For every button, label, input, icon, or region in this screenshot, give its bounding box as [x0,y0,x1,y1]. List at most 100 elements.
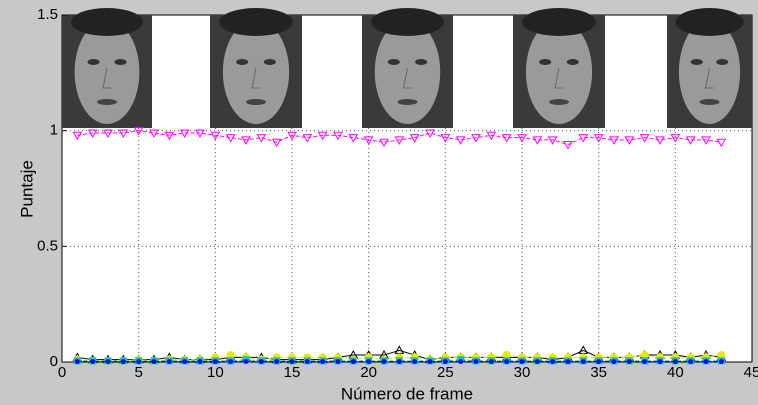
marker [624,136,635,145]
face [525,20,593,124]
marker [289,359,295,365]
eye [114,59,127,65]
marker [718,359,724,365]
hair [522,8,596,36]
marker [74,359,80,365]
marker [210,131,221,141]
marker [241,136,251,145]
marker [672,359,678,365]
marker [611,359,617,365]
marker [488,359,494,365]
marker [72,131,83,141]
marker [164,131,175,141]
marker [348,134,359,143]
marker [87,129,98,138]
marker [225,134,236,143]
marker [626,359,632,365]
marker [381,359,387,365]
mouth [549,99,569,105]
marker [504,359,510,365]
x-tick-label: 40 [667,364,684,381]
marker [547,136,558,145]
marker [396,359,402,365]
hair [219,8,293,36]
y-tick-label: 0 [50,353,58,370]
marker [655,136,665,145]
x-tick-label: 15 [284,364,301,381]
marker [363,136,374,145]
marker [703,359,709,365]
marker [302,134,313,143]
x-tick-label: 25 [437,364,454,381]
marker [455,136,466,145]
hair [371,8,444,36]
series-line [77,130,722,146]
marker [565,359,571,365]
marker [642,359,648,365]
face [678,20,741,124]
eye [566,59,579,65]
x-tick-label: 30 [514,364,531,381]
nose [102,67,111,89]
eye [87,59,100,65]
face [222,20,290,124]
y-tick-label: 1 [50,122,58,139]
marker [287,131,297,141]
nose [251,67,260,89]
marker [688,359,694,365]
marker [442,359,448,365]
marker [90,359,96,365]
y-tick-label: 0.5 [37,237,58,254]
marker [105,359,111,365]
marker [335,359,341,365]
marker [317,131,328,141]
marker [333,131,343,141]
marker [182,359,188,365]
marker [532,136,543,145]
marker [517,134,527,143]
marker [473,359,479,365]
marker [195,129,205,138]
face-images [62,8,752,128]
face [374,20,441,124]
marker [350,359,356,365]
nose [554,67,563,89]
marker [563,141,573,150]
mouth [246,99,266,105]
marker [458,359,464,365]
eye [415,59,428,65]
marker [166,359,172,365]
mouth [97,99,117,105]
marker [578,134,589,143]
marker [212,359,218,365]
marker [103,129,113,138]
y-axis-label: Puntaje [17,160,36,218]
x-tick-label: 45 [744,364,758,381]
marker [304,359,310,365]
marker [425,129,435,138]
marker [394,136,405,145]
marker [519,359,525,365]
marker [550,359,556,365]
marker [701,136,711,145]
marker [409,134,420,143]
marker [593,134,604,143]
marker [609,136,619,145]
marker [120,359,126,365]
marker [501,134,512,143]
marker [580,359,586,365]
marker [534,359,540,365]
marker [379,138,389,148]
marker [486,131,497,141]
eye [539,59,552,65]
eye [263,59,276,65]
marker [179,129,190,138]
x-tick-label: 20 [360,364,377,381]
marker [440,134,451,143]
x-tick-label: 35 [590,364,607,381]
marker [274,359,280,365]
hair [71,8,143,36]
mouth [699,99,720,105]
marker [228,359,234,365]
